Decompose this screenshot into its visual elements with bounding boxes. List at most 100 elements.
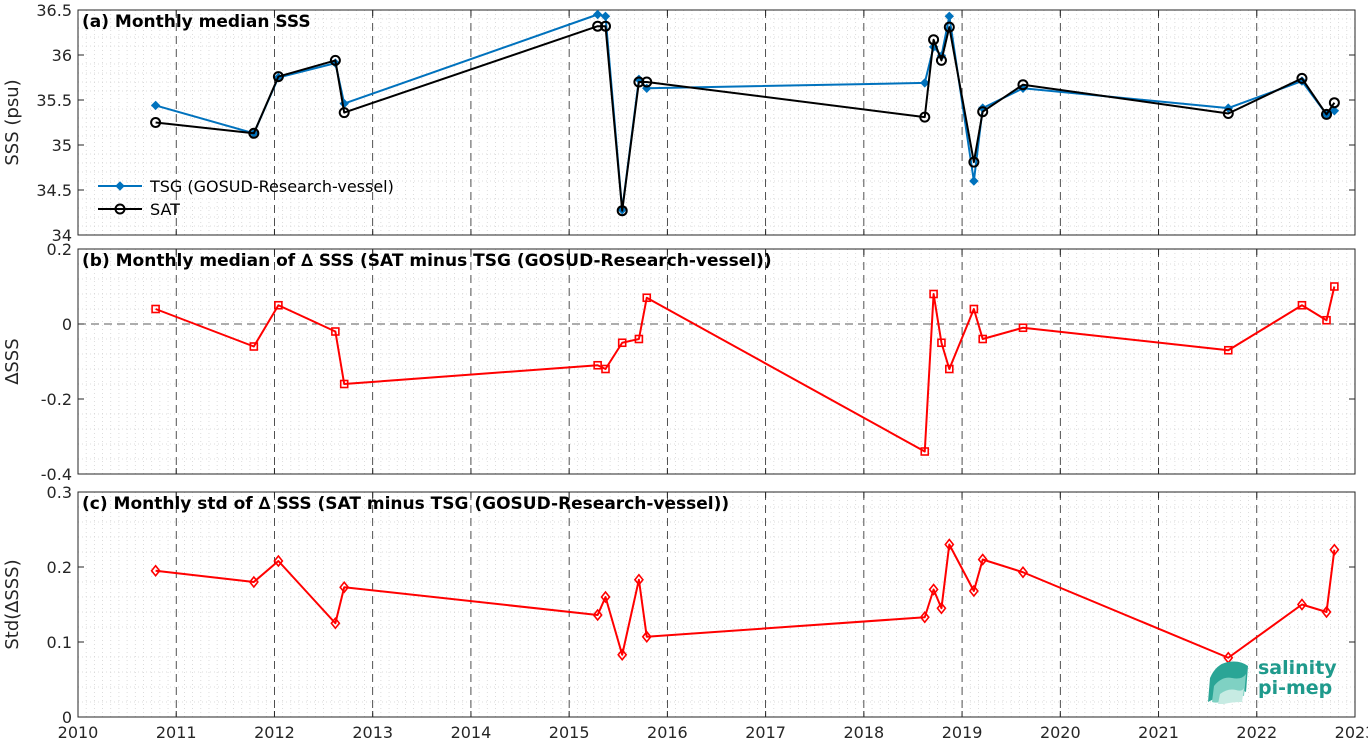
y-axis-label: SSS (psu)	[2, 79, 23, 165]
data-point	[339, 580, 350, 594]
data-point	[248, 575, 259, 589]
data-point	[977, 106, 989, 118]
data-point	[1322, 315, 1331, 325]
y-tick-label: 0.1	[47, 633, 72, 652]
axes-box	[77, 491, 1356, 718]
data-point	[592, 608, 603, 622]
data-point	[617, 338, 627, 348]
data-point	[150, 564, 161, 578]
data-point	[1321, 605, 1332, 619]
data-point	[248, 127, 260, 139]
x-tick-label: 2011	[156, 723, 197, 742]
data-point	[944, 11, 955, 22]
data-point	[150, 117, 162, 128]
data-point	[935, 54, 947, 66]
y-tick-label: -0.4	[41, 465, 72, 484]
data-point	[920, 78, 930, 88]
x-tick-label: 2021	[1138, 723, 1179, 742]
data-point	[1297, 300, 1307, 310]
data-point	[642, 293, 652, 303]
wave-icon	[1208, 661, 1248, 704]
panel-title: (a) Monthly median SSS	[82, 12, 311, 32]
x-tick-label: 2023	[1335, 723, 1368, 742]
series-line	[155, 543, 1336, 659]
salinity-pi-mep-logo: salinity pi-mep	[1206, 658, 1356, 706]
data-point	[1296, 72, 1308, 84]
data-point	[599, 20, 611, 32]
data-point	[919, 111, 931, 123]
data-point	[943, 21, 955, 33]
logo-line-2: pi-mep	[1258, 677, 1333, 699]
data-point	[634, 334, 644, 344]
x-tick-label: 2018	[843, 723, 884, 742]
data-point	[1223, 345, 1233, 355]
y-tick-label: 34	[52, 226, 72, 245]
data-point	[920, 447, 930, 456]
data-point	[593, 360, 602, 370]
data-point	[338, 107, 350, 119]
legend-label: SAT	[150, 200, 180, 219]
data-point	[936, 601, 947, 615]
data-point	[633, 76, 645, 88]
data-point	[929, 289, 938, 299]
y-axis-label: ∆SSS	[2, 338, 23, 385]
y-tick-label: 35	[52, 136, 72, 155]
data-point	[1296, 598, 1307, 611]
data-point	[928, 34, 940, 46]
series-line	[155, 286, 1336, 453]
x-tick-label: 2020	[1040, 723, 1081, 742]
data-point	[977, 553, 988, 566]
data-point	[969, 176, 979, 186]
y-tick-label: 35.5	[36, 91, 72, 110]
panel-title: (c) Monthly std of ∆ SSS (SAT minus TSG …	[82, 494, 729, 514]
axes-box	[77, 9, 1356, 236]
data-point	[1329, 543, 1340, 557]
x-tick-label: 2012	[254, 723, 295, 742]
panel-3: 0 0.1 0.2 0.3 2010 2011 2012 2013 2014 2015 2016 20…	[2, 483, 1368, 742]
data-point	[1328, 97, 1340, 109]
x-tick-label: 2013	[352, 723, 393, 742]
y-tick-label: 0.2	[47, 240, 72, 259]
y-tick-label: 0.2	[47, 558, 72, 577]
x-tick-label: 2010	[58, 723, 99, 742]
x-tick-label: 2019	[942, 723, 983, 742]
panel-2: -0.4 -0.2 0 0.2 ∆SSS (b) Monthly median of ∆ …	[2, 240, 1356, 484]
data-point	[1321, 108, 1333, 120]
data-point	[919, 610, 930, 624]
data-point	[616, 205, 628, 217]
data-point	[592, 9, 603, 20]
data-point	[272, 71, 284, 83]
x-tick-label: 2022	[1236, 723, 1277, 742]
y-tick-label: 0.3	[47, 483, 72, 502]
data-point	[339, 379, 349, 389]
data-point	[617, 648, 628, 662]
data-point	[1329, 106, 1340, 116]
y-tick-label: -0.2	[41, 390, 72, 409]
y-tick-label: 0	[62, 708, 72, 727]
data-point	[1018, 323, 1028, 333]
y-tick-label: 34.5	[36, 181, 72, 200]
axes-box	[77, 248, 1356, 475]
data-point	[115, 181, 125, 191]
y-tick-label: 36.5	[36, 1, 72, 20]
x-tick-label: 2016	[647, 723, 688, 742]
data-point	[968, 156, 980, 168]
data-point	[330, 616, 341, 630]
logo-line-1: salinity	[1258, 657, 1337, 679]
x-tick-label: 2014	[451, 723, 492, 742]
data-point	[273, 554, 284, 568]
data-point	[600, 11, 611, 22]
data-point	[641, 76, 653, 88]
panel-1: 34 34.5 35 35.5 36 36.5 SSS (psu) (a) Monthly m…	[2, 1, 1356, 245]
data-point	[1017, 79, 1029, 91]
data-point	[601, 364, 610, 374]
data-point	[1330, 282, 1339, 291]
data-point	[928, 583, 939, 596]
y-axis-label: Std(∆SSS)	[2, 559, 23, 649]
data-point	[329, 54, 341, 66]
y-tick-label: 0	[62, 315, 72, 334]
data-point	[114, 203, 126, 215]
data-point	[633, 573, 644, 587]
data-point	[641, 630, 652, 644]
